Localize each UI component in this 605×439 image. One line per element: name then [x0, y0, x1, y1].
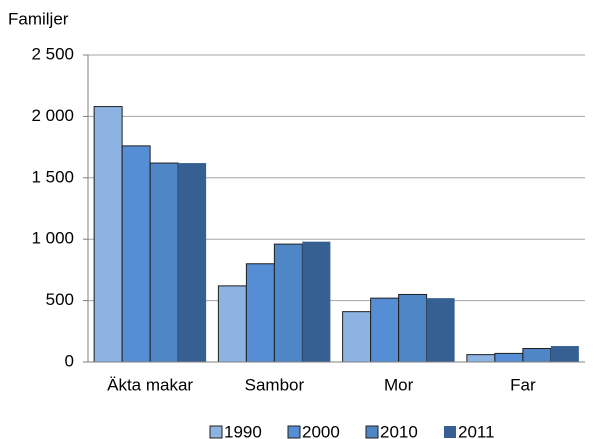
bar [398, 293, 428, 363]
bar [273, 243, 303, 363]
x-tick-label: Sambor [245, 375, 305, 394]
bar [302, 241, 331, 362]
bar [178, 163, 207, 362]
bar [342, 311, 372, 363]
bar [217, 285, 247, 363]
legend-label: 1990 [224, 422, 262, 439]
legend-swatch [287, 425, 301, 439]
bar [93, 106, 123, 363]
legend-label: 2000 [302, 422, 340, 439]
bar [426, 298, 455, 362]
bar [245, 263, 275, 363]
bar [550, 346, 579, 362]
x-tick-label: Äkta makar [107, 375, 193, 394]
legend-label: 2011 [458, 422, 495, 439]
x-tick-label: Mor [384, 375, 414, 394]
bar [370, 297, 400, 363]
y-tick-label: 0 [65, 351, 74, 370]
x-tick-label: Far [510, 375, 536, 394]
bar [466, 354, 496, 363]
y-tick-label: 2 000 [31, 106, 74, 125]
bar [522, 347, 552, 363]
legend-swatch [365, 425, 379, 439]
bar [494, 352, 524, 363]
y-axis-label: Familjer [8, 9, 69, 28]
y-tick-label: 2 500 [31, 44, 74, 63]
bar [121, 145, 151, 363]
y-tick-label: 1 000 [31, 229, 74, 248]
legend-swatch [209, 425, 223, 439]
bar [149, 162, 179, 363]
y-tick-label: 500 [46, 290, 74, 309]
legend-swatch [444, 426, 456, 438]
y-tick-label: 1 500 [31, 167, 74, 186]
legend-label: 2010 [380, 422, 418, 439]
